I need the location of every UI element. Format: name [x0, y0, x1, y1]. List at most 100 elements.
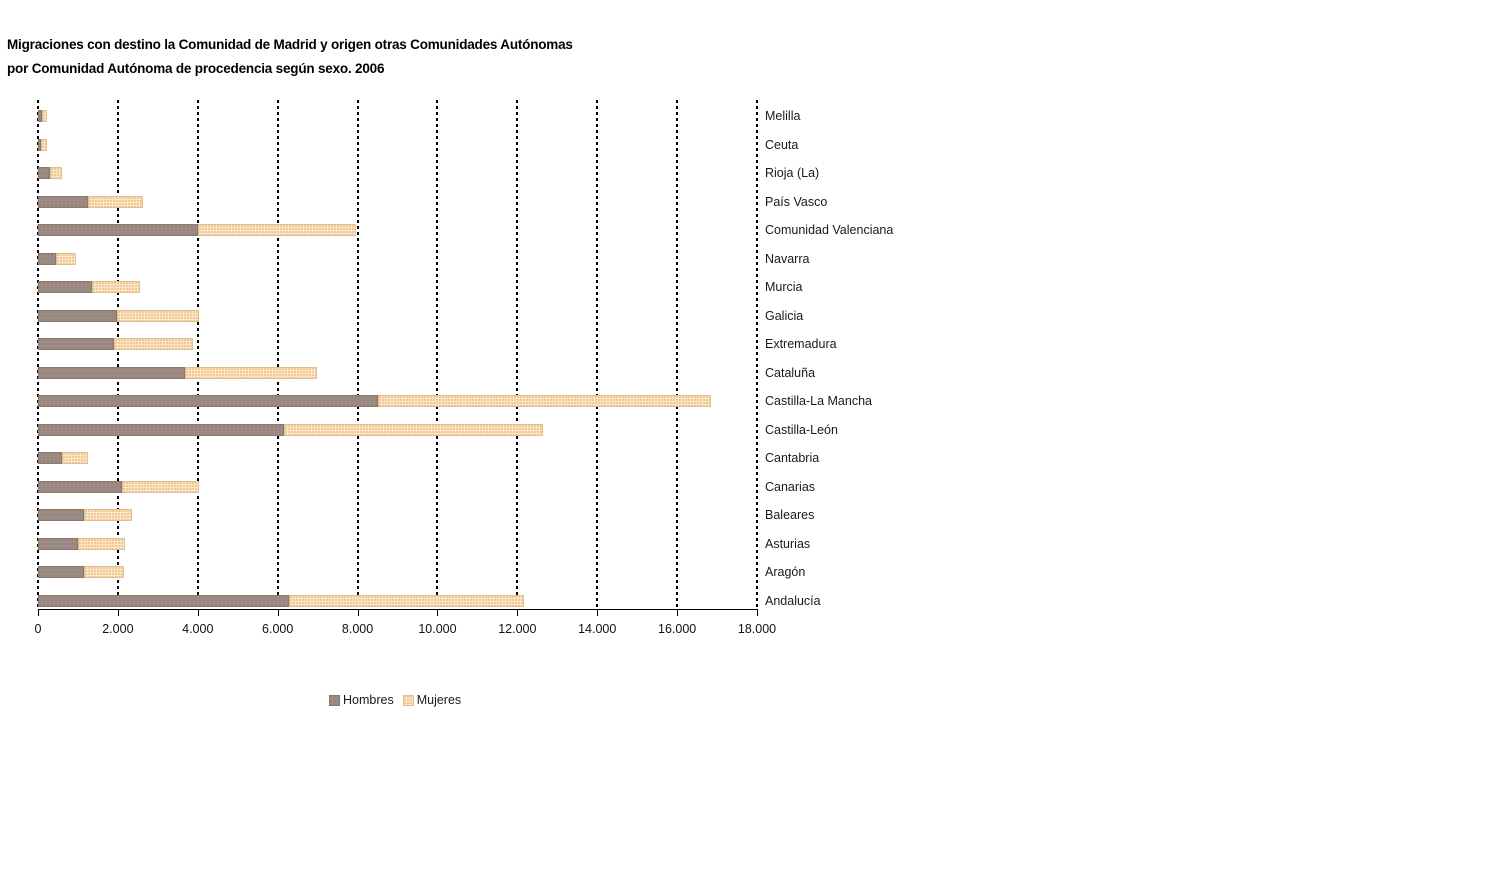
xtick-label-14000: 14.000	[578, 622, 617, 636]
category-label-Rioja (La): Rioja (La)	[765, 166, 820, 180]
bar-mujeres-Galicia	[116, 309, 200, 322]
bar-mujeres-Cantabria	[62, 452, 88, 464]
bar-row-Melilla	[38, 110, 48, 122]
category-label-Extremadura: Extremadura	[765, 337, 837, 351]
bar-mujeres-Ceuta	[40, 138, 47, 151]
xtick-label-16000: 16.000	[657, 622, 697, 636]
category-label-Navarra: Navarra	[765, 251, 810, 266]
bar-hombres-Baleares	[38, 509, 85, 521]
bar-mujeres-Extremadura	[113, 338, 193, 350]
bar-mujeres-Melilla	[41, 110, 48, 122]
bar-hombres-Comunidad Valenciana	[38, 224, 198, 236]
category-label-Murcia: Murcia	[765, 280, 803, 294]
gridline-x-16000	[676, 100, 679, 609]
axis-tick-0	[38, 609, 39, 616]
bar-mujeres-Castilla-La Mancha	[377, 395, 712, 407]
chart-title-line1: Migraciones con destino la Comunidad de …	[7, 37, 573, 52]
bar-mujeres-Comunidad Valenciana	[197, 224, 356, 236]
legend-label-mujeres: Mujeres	[416, 693, 462, 707]
category-label-Aragón: Aragón	[765, 565, 806, 579]
legend-item-hombres: Hombres	[329, 693, 394, 707]
axis-tick-18000	[757, 609, 758, 616]
gridline-x-2000	[116, 100, 119, 609]
xtick-label-18000: 18.000	[737, 622, 777, 636]
legend-item-mujeres: Mujeres	[402, 693, 462, 707]
category-label-Comunidad Valenciana: Comunidad Valenciana	[765, 223, 894, 237]
bar-hombres-Asturias	[38, 537, 79, 550]
category-label-Castilla-León: Castilla-León	[765, 422, 838, 437]
legend: Hombres Mujeres	[329, 693, 461, 707]
bar-hombres-Melilla	[38, 110, 42, 122]
category-label-Cantabria: Cantabria	[765, 451, 820, 465]
bar-mujeres-Baleares	[84, 509, 132, 521]
bar-hombres-Extremadura	[38, 338, 114, 350]
bar-row-Castilla-León	[38, 423, 544, 436]
bar-row-Cataluña	[38, 366, 317, 379]
bar-mujeres-Navarra	[56, 252, 77, 265]
bar-row-Cantabria	[38, 452, 88, 464]
category-labels: Melilla Ceuta Rioja (La) País Vasco Comunida…	[765, 100, 1065, 609]
bar-hombres-Murcia	[38, 281, 92, 293]
bar-row-Andalucía	[38, 594, 524, 607]
gridline-x-18000	[756, 100, 758, 609]
axis-tick-14000	[597, 609, 599, 616]
bar-mujeres-Rioja (La)	[50, 167, 62, 179]
bar-row-Murcia	[38, 281, 141, 293]
bar-hombres-Castilla-León	[38, 423, 285, 436]
plot-area	[37, 100, 758, 609]
gridline-x-10000	[436, 100, 439, 609]
bar-hombres-Rioja (La)	[38, 167, 51, 179]
bar-row-Galicia	[38, 309, 200, 322]
legend-label-hombres: Hombres	[343, 693, 394, 707]
category-label-Ceuta: Ceuta	[765, 137, 799, 152]
bar-mujeres-Andalucía	[289, 594, 524, 607]
gridline-x-12000	[516, 100, 519, 609]
gridline-x-14000	[596, 100, 599, 609]
bar-row-Navarra	[38, 252, 77, 265]
bar-mujeres-Cataluña	[184, 366, 317, 379]
category-label-Andalucía: Andalucía	[765, 593, 821, 608]
gridline-x-4000	[196, 100, 199, 609]
bar-row-Asturias	[38, 537, 125, 550]
xtick-label-12000: 12.000	[498, 622, 537, 636]
xtick-label-0: 0	[34, 622, 42, 636]
category-label-Canarias: Canarias	[765, 479, 816, 494]
bar-mujeres-País Vasco	[87, 195, 143, 208]
axis-tick-2000	[117, 609, 119, 616]
bar-hombres-País Vasco	[38, 195, 88, 208]
bar-hombres-Ceuta	[38, 138, 41, 151]
category-label-Baleares: Baleares	[765, 508, 815, 522]
bar-mujeres-Aragón	[83, 566, 124, 578]
bar-row-Castilla-La Mancha	[38, 395, 712, 407]
bar-hombres-Castilla-La Mancha	[38, 395, 378, 407]
x-axis-line	[38, 609, 758, 610]
category-label-Cataluña: Cataluña	[765, 365, 816, 380]
bar-mujeres-Castilla-León	[284, 423, 544, 436]
axis-tick-8000	[357, 609, 359, 616]
xtick-label-10000: 10.000	[418, 622, 457, 636]
hombres-swatch-icon	[329, 694, 340, 706]
bar-row-País Vasco	[38, 195, 143, 208]
bar-hombres-Galicia	[38, 309, 117, 322]
bar-hombres-Cantabria	[38, 452, 63, 464]
chart-title: Migraciones con destino la Comunidad de …	[7, 33, 573, 81]
bar-row-Comunidad Valenciana	[38, 224, 356, 236]
bar-hombres-Aragón	[38, 566, 84, 578]
xtick-label-6000: 6.000	[262, 622, 294, 636]
category-label-Melilla: Melilla	[765, 109, 801, 123]
xtick-label-4000: 4.000	[182, 622, 214, 636]
category-label-Asturias: Asturias	[765, 536, 811, 551]
bar-row-Baleares	[38, 509, 132, 521]
mujeres-swatch-icon	[402, 694, 414, 706]
bar-hombres-Navarra	[38, 252, 57, 265]
bar-mujeres-Canarias	[122, 480, 199, 493]
chart-title-line2: por Comunidad Autónoma de procedencia se…	[7, 61, 385, 76]
gridline-x-8000	[356, 100, 359, 609]
bar-row-Canarias	[38, 480, 199, 493]
axis-tick-4000	[197, 609, 199, 616]
category-label-Castilla-La Mancha: Castilla-La Mancha	[765, 394, 872, 408]
bar-hombres-Canarias	[38, 480, 123, 493]
bar-row-Rioja (La)	[38, 167, 62, 179]
bar-row-Extremadura	[38, 338, 193, 350]
